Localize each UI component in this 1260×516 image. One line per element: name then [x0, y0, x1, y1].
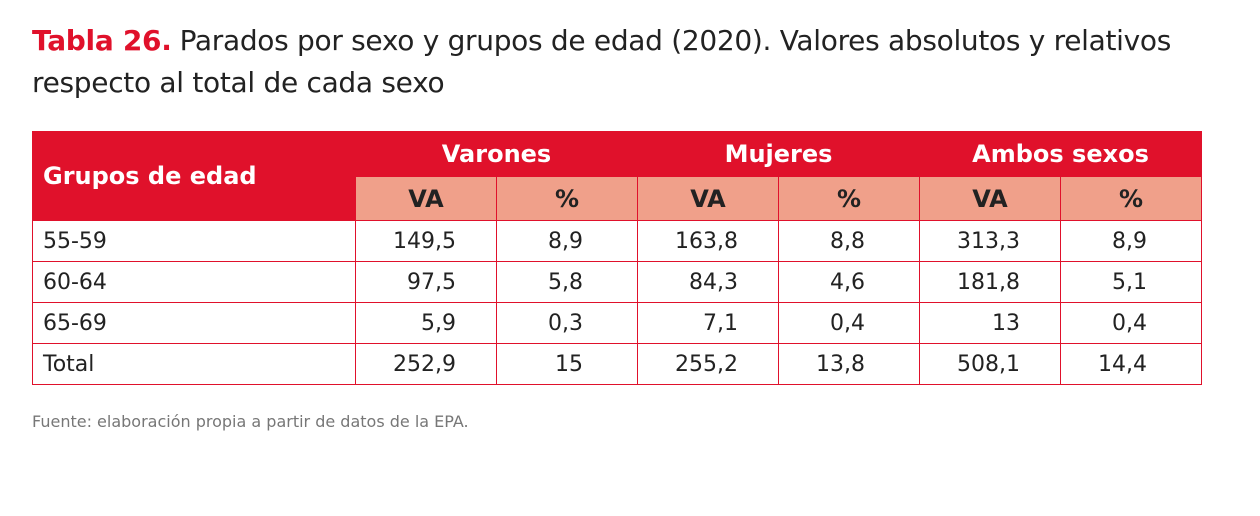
row-label: 60-64: [32, 261, 356, 303]
sub-header: %: [496, 176, 638, 221]
row-label: 55-59: [32, 220, 356, 262]
cell: 0,3: [496, 302, 638, 344]
sub-header: %: [778, 176, 920, 221]
cell: 7,1: [637, 302, 779, 344]
sub-header: VA: [637, 176, 779, 221]
sub-header: VA: [355, 176, 497, 221]
cell: 255,2: [637, 343, 779, 385]
cell: 14,4: [1060, 343, 1202, 385]
cell: 15: [496, 343, 638, 385]
cell: 5,8: [496, 261, 638, 303]
table-body: 55-59 149,5 8,9 163,8 8,8 313,3 8,9 60-64 97,5 5,…: [32, 220, 1202, 385]
cell: 8,8: [778, 220, 920, 262]
cell: 0,4: [1060, 302, 1202, 344]
cell: 0,4: [778, 302, 920, 344]
cell: 5,9: [355, 302, 497, 344]
cell: 97,5: [355, 261, 497, 303]
source-note: Fuente: elaboración propia a partir de d…: [32, 412, 469, 431]
sub-header: %: [1060, 176, 1202, 221]
table-label: Tabla 26.: [32, 24, 172, 57]
row-header: Grupos de edad: [32, 131, 356, 221]
cell: 163,8: [637, 220, 779, 262]
table-row: 60-64 97,5 5,8 84,3 4,6 181,8 5,1: [32, 261, 1202, 303]
subheader-row: VA% VA% VA%: [33, 176, 1202, 221]
cell: 8,9: [1060, 220, 1202, 262]
cell: 252,9: [355, 343, 497, 385]
cell: 508,1: [919, 343, 1061, 385]
cell: 149,5: [355, 220, 497, 262]
group-header: Mujeres: [637, 131, 920, 177]
cell: 313,3: [919, 220, 1061, 262]
cell: 5,1: [1060, 261, 1202, 303]
cell: 4,6: [778, 261, 920, 303]
row-label: 65-69: [32, 302, 356, 344]
cell: 181,8: [919, 261, 1061, 303]
table-row: 55-59 149,5 8,9 163,8 8,8 313,3 8,9: [32, 220, 1202, 262]
cell: 13: [919, 302, 1061, 344]
cell: 8,9: [496, 220, 638, 262]
group-header: Varones: [355, 131, 638, 177]
title: Tabla 26. Parados por sexo y grupos de ed…: [32, 20, 1212, 104]
row-label: Total: [32, 343, 356, 385]
header-row: Grupos de edad Varones Mujeres Ambos sexos: [32, 131, 1202, 221]
cell: 84,3: [637, 261, 779, 303]
table-row: 65-69 5,9 0,3 7,1 0,4 13 0,4: [32, 302, 1202, 344]
sub-header: VA: [919, 176, 1061, 221]
cell: 13,8: [778, 343, 920, 385]
group-header: Ambos sexos: [919, 131, 1202, 177]
table-title: Parados por sexo y grupos de edad (2020)…: [32, 24, 1172, 99]
table: Grupos de edad Varones Mujeres Ambos sexos…: [32, 131, 1202, 385]
table-row: Total 252,9 15 255,2 13,8 508,1 14,4: [32, 343, 1202, 385]
